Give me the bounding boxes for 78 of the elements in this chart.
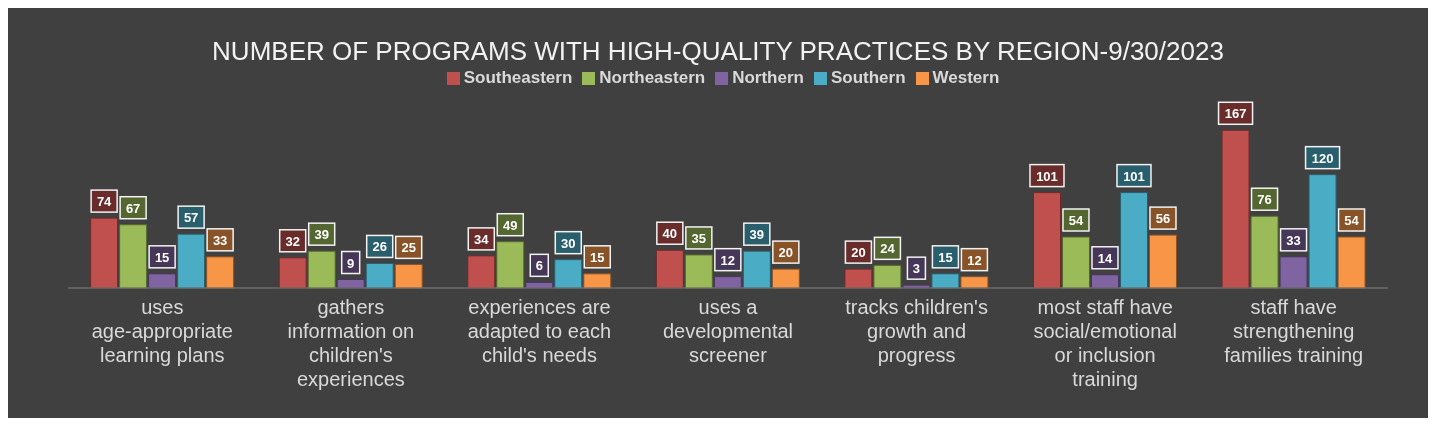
data-label: 54 <box>1344 213 1360 228</box>
data-label: 9 <box>347 255 355 271</box>
data-label: 76 <box>1257 192 1272 208</box>
x-tick-label: staff have strengthening families training <box>1224 296 1364 366</box>
data-label: 33 <box>1286 232 1301 248</box>
data-label: 67 <box>125 200 141 216</box>
data-label: 56 <box>1155 211 1171 227</box>
data-label: 57 <box>183 210 199 226</box>
legend-label: Northern <box>732 68 804 87</box>
bar <box>1119 192 1148 289</box>
bar <box>771 268 800 289</box>
bar <box>1221 129 1250 289</box>
x-tick-label: uses age-appropriate learning plans <box>91 296 233 366</box>
bar <box>1032 192 1061 289</box>
x-tick-label: gathers information on children's experiences <box>287 296 415 390</box>
bar <box>1308 174 1337 289</box>
bar <box>206 256 235 289</box>
bar <box>1090 274 1119 289</box>
x-tick-label: uses a developmental screener <box>662 296 794 366</box>
data-label: 120 <box>1311 150 1334 166</box>
bar <box>1279 256 1308 289</box>
bar <box>307 250 336 289</box>
data-label: 167 <box>1224 106 1247 122</box>
data-label: 14 <box>1097 250 1113 266</box>
data-label: 3 <box>912 261 921 277</box>
data-label: 49 <box>503 217 518 233</box>
data-label: 15 <box>590 249 605 265</box>
bar <box>90 217 119 289</box>
data-label: 12 <box>720 252 736 268</box>
data-label: 39 <box>314 227 329 243</box>
bar <box>496 241 525 289</box>
data-label: 40 <box>662 226 678 242</box>
bar <box>467 255 496 289</box>
bar <box>583 273 612 289</box>
legend-label: Western <box>932 68 1000 87</box>
bar <box>278 257 307 289</box>
data-label: 6 <box>535 258 543 274</box>
data-label: 35 <box>691 230 707 246</box>
data-label: 33 <box>212 232 228 248</box>
bar <box>177 233 206 289</box>
data-label: 32 <box>285 233 300 249</box>
bar <box>554 259 583 289</box>
data-label: 101 <box>1123 168 1145 184</box>
data-label: 12 <box>967 252 982 268</box>
bar <box>148 273 177 289</box>
bar <box>960 276 989 289</box>
bar <box>365 262 394 289</box>
data-label: 74 <box>96 194 113 210</box>
legend-label: Southern <box>830 68 906 87</box>
bar <box>655 249 684 289</box>
x-tick-label: most staff have social/emotional or inclusion training <box>1033 296 1177 390</box>
data-label: 30 <box>561 235 576 251</box>
legend-label: Southeastern <box>463 68 573 87</box>
data-label: 15 <box>938 249 953 265</box>
bar <box>1337 236 1366 289</box>
bar <box>873 264 902 289</box>
data-label: 26 <box>372 239 387 255</box>
data-label: 101 <box>1036 168 1058 184</box>
x-tick-label: tracks children's growth and progress <box>845 296 988 366</box>
bar <box>119 224 148 289</box>
bar <box>1061 236 1090 289</box>
x-tick-label: experiences are adapted to each child's needs <box>467 296 612 366</box>
data-label: 20 <box>778 245 794 261</box>
bar <box>713 276 742 289</box>
bar <box>931 273 960 289</box>
data-label: 20 <box>851 245 866 261</box>
legend-label: Northeastern <box>599 68 706 87</box>
data-label: 34 <box>474 231 490 247</box>
data-label: 39 <box>749 227 765 243</box>
chart-title: NUMBER OF PROGRAMS WITH HIGH-QUALITY PRACTICES BY REGION-9/30/2023 <box>211 35 1225 68</box>
bar <box>844 268 873 289</box>
data-label: 54 <box>1068 213 1084 228</box>
bar <box>1250 215 1279 289</box>
bar <box>1148 234 1177 289</box>
data-label: 15 <box>154 249 170 265</box>
data-label: 25 <box>401 240 416 256</box>
bar <box>394 263 423 289</box>
data-label: 24 <box>880 241 896 257</box>
